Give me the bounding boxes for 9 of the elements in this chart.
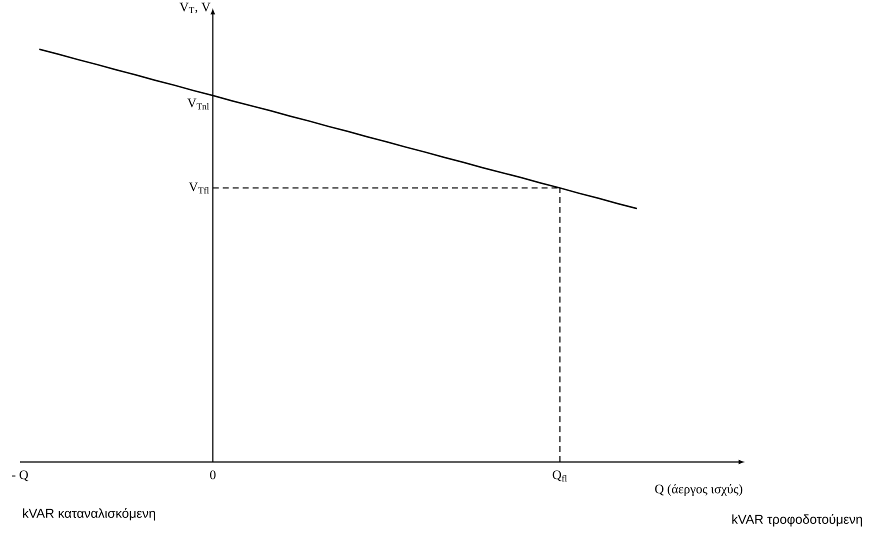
annotation: V$_{Tnl}$ [187,98,209,110]
x-tick-label: 0 [210,470,216,480]
annotation: V$_{Tfl}$ [188,182,209,194]
text: kVAR τροφοδοτούμενη [732,514,862,526]
y-axis-title: V$_{T}$, V [180,2,210,14]
x-tick-label: Q$_{fl}$ [552,470,567,482]
x-axis-title: Q (άεργος ισχύς) [655,484,742,496]
x-tick-label: - Q [12,470,28,482]
text: kVAR καταναλισκόμενη [23,508,156,520]
